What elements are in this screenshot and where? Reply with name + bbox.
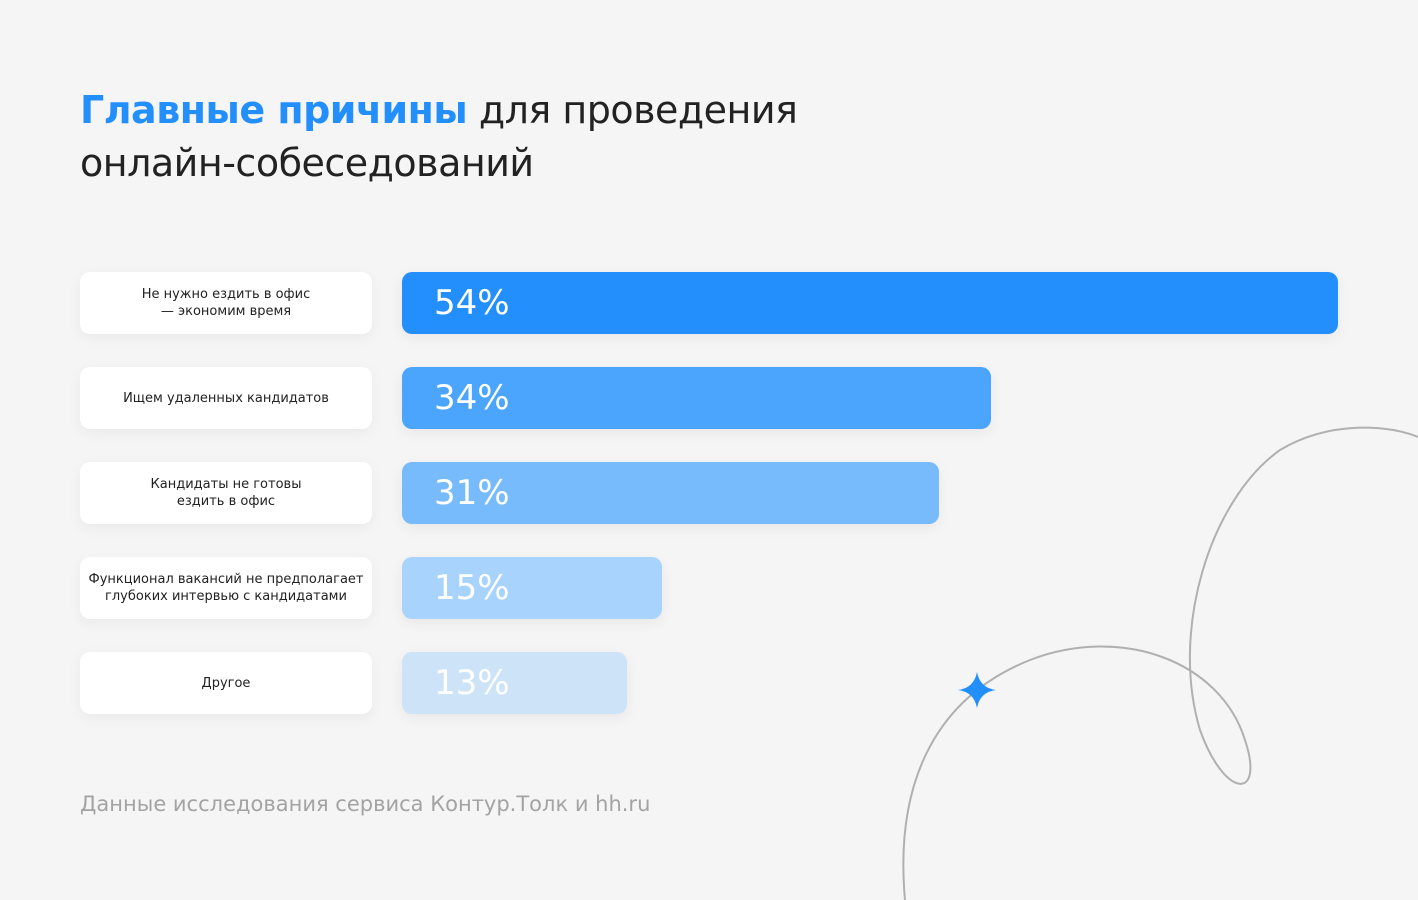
- category-label: Другое: [80, 652, 372, 714]
- value-label: 13%: [434, 663, 510, 703]
- source-note: Данные исследования сервиса Контур.Толк …: [80, 792, 651, 816]
- bar: [402, 557, 662, 619]
- category-label: Не нужно ездить в офис — экономим время: [80, 272, 372, 334]
- value-label: 31%: [434, 473, 510, 513]
- title-rest: для проведения онлайн-собеседований: [80, 88, 798, 185]
- bar: [402, 652, 628, 714]
- category-label: Функционал вакансий не предполагает глуб…: [80, 557, 372, 619]
- title-highlight: Главные причины: [80, 88, 468, 132]
- chart-title: Главные причины для проведения онлайн-со…: [80, 84, 798, 190]
- category-label: Ищем удаленных кандидатов: [80, 367, 372, 429]
- value-label: 34%: [434, 378, 510, 418]
- bar: [402, 367, 992, 429]
- value-label: 15%: [434, 568, 510, 608]
- bar: [402, 272, 1338, 334]
- value-label: 54%: [434, 283, 510, 323]
- bar: [402, 462, 940, 524]
- category-label: Кандидаты не готовы ездить в офис: [80, 462, 372, 524]
